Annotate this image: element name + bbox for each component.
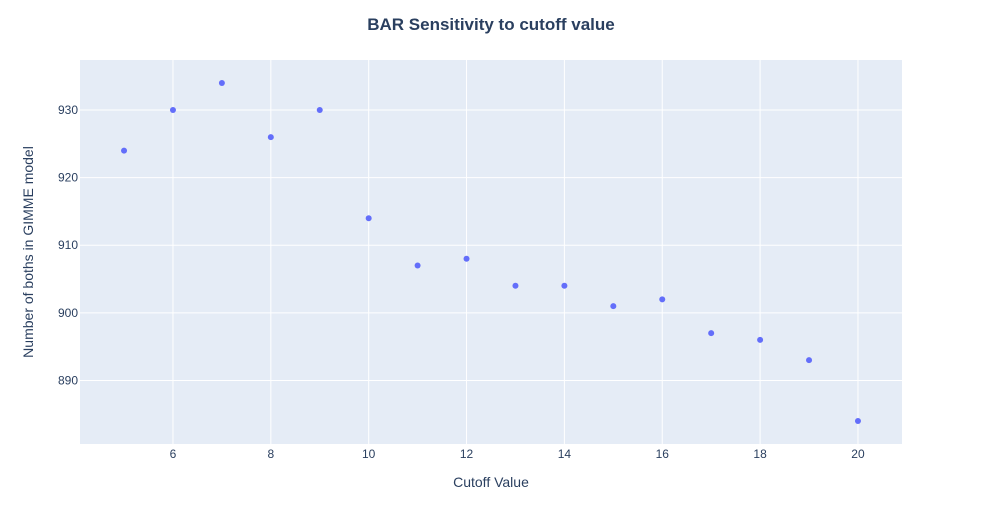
x-tick-label: 12 [460,447,474,461]
data-point[interactable] [708,330,715,337]
plot-area [80,60,902,444]
x-tick-label: 6 [170,447,177,461]
y-tick-label: 920 [58,171,78,185]
x-tick-labels: 6 8 10 12 14 16 18 20 [170,447,865,461]
x-tick-label: 8 [267,447,274,461]
data-point[interactable] [512,282,519,289]
data-point[interactable] [169,107,176,114]
data-point[interactable] [463,255,470,262]
x-axis-title: Cutoff Value [453,474,529,490]
data-point[interactable] [218,79,225,86]
chart-title: BAR Sensitivity to cutoff value [367,15,614,34]
y-tick-label: 910 [58,238,78,252]
y-tick-label: 890 [58,373,78,387]
data-point[interactable] [316,107,323,114]
y-tick-label: 930 [58,103,78,117]
data-point[interactable] [121,147,128,154]
x-gridlines [172,60,859,444]
y-gridlines [80,109,902,381]
data-point[interactable] [365,215,372,222]
x-tick-label: 16 [656,447,670,461]
y-tick-label: 900 [58,306,78,320]
x-tick-label: 10 [362,447,376,461]
data-point[interactable] [561,282,568,289]
data-point[interactable] [414,262,421,269]
x-tick-label: 14 [558,447,572,461]
x-tick-label: 18 [753,447,767,461]
data-point[interactable] [267,134,274,141]
data-point[interactable] [659,296,666,303]
data-point[interactable] [610,303,617,310]
data-point[interactable] [806,357,813,364]
data-point[interactable] [854,418,861,425]
x-tick-label: 20 [851,447,865,461]
data-points [121,79,861,425]
y-tick-labels: 890 900 910 920 930 [58,103,78,387]
y-axis-title: Number of boths in GIMME model [20,146,36,358]
data-point[interactable] [757,336,764,343]
